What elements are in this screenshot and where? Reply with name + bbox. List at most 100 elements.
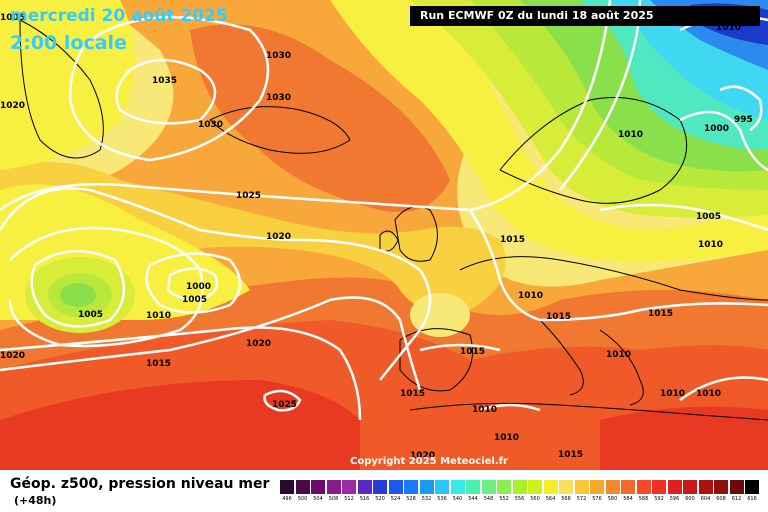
isobar-1025-b — [263, 389, 302, 412]
pressure-label: 995 — [734, 115, 753, 125]
italy-coast — [539, 319, 584, 396]
pressure-label: 1010 — [472, 405, 497, 415]
legend-swatch — [574, 480, 589, 494]
legend-swatch — [466, 480, 480, 494]
pressure-label: 1010 — [494, 433, 519, 443]
legend-label: 604 — [700, 496, 711, 502]
legend-label: 560 — [530, 496, 540, 502]
legend-label: 608 — [716, 496, 726, 502]
pressure-label: 1015 — [400, 389, 425, 399]
pressure-label: 1005 — [696, 212, 721, 222]
run-label: Run ECMWF 0Z du lundi 18 août 2025 — [410, 6, 760, 26]
legend-label: 512 — [344, 496, 354, 502]
legend-swatch — [636, 480, 651, 494]
isobar-1025 — [0, 0, 612, 212]
legend-swatch — [435, 480, 449, 494]
legend-swatch — [528, 480, 542, 494]
isobar-low-1005 — [30, 249, 126, 328]
forecast-time: 2:00 locale — [10, 32, 127, 54]
zone-red — [0, 380, 360, 470]
pressure-label: 1010 — [698, 240, 723, 250]
pressure-label: 1010 — [716, 23, 741, 33]
legend-swatch — [559, 480, 573, 494]
zone-biscay-yellow — [410, 293, 470, 337]
pressure-label: 1015 — [546, 312, 571, 322]
copyright-text: Copyright 2025 Meteociel.fr — [350, 456, 508, 467]
pressure-labels: 1035 1030 1030 1030 1020 1025 1020 1000 … — [0, 13, 753, 461]
legend-label: 516 — [359, 496, 370, 502]
pressure-label: 1000 — [186, 282, 211, 292]
balkans-coast — [599, 329, 644, 406]
isobar-1015-med — [419, 343, 501, 352]
pressure-label: 1000 — [704, 124, 729, 134]
legend-swatch — [388, 480, 403, 494]
scandinavia-coast — [499, 97, 688, 204]
pressure-label: 1015 — [500, 235, 525, 245]
pressure-label: 1010 — [660, 389, 685, 399]
pressure-label: 1025 — [236, 191, 261, 201]
legend-label: 540 — [452, 496, 463, 502]
map-title: Géop. z500, pression niveau mer — [10, 476, 270, 492]
zone-yellow-north — [0, 0, 135, 170]
isobar-1010-se — [679, 376, 768, 402]
pressure-label: 1010 — [146, 311, 171, 321]
legend-label: 552 — [499, 496, 509, 502]
legend-swatch — [342, 480, 356, 494]
legend-swatch — [295, 480, 310, 494]
legend-label: 504 — [313, 496, 323, 502]
isobar-1015-europe — [468, 209, 768, 322]
zone-red-east — [600, 406, 768, 470]
legend-swatch — [512, 480, 527, 494]
legend-label: 600 — [685, 496, 695, 502]
pressure-label: 1005 — [182, 295, 207, 305]
legend-label: 536 — [437, 496, 447, 502]
legend-swatch — [621, 480, 635, 494]
pressure-map-svg: 1035 1030 1030 1030 1020 1025 1020 1000 … — [0, 0, 768, 470]
legend-label: 572 — [576, 496, 587, 502]
legend-swatch — [683, 480, 697, 494]
pressure-label: 1015 — [146, 359, 171, 369]
legend-label: 544 — [468, 496, 478, 502]
isobar-1030 — [68, 15, 270, 162]
isobar-1000 — [166, 267, 219, 301]
legend-label: 568 — [561, 496, 571, 502]
legend-label: 564 — [545, 496, 556, 502]
legend-swatch — [714, 480, 728, 494]
legend-swatch — [326, 480, 341, 494]
pressure-label: 1030 — [266, 51, 291, 61]
legend-label: 528 — [406, 496, 416, 502]
pressure-label: 1020 — [246, 339, 271, 349]
legend-swatch — [667, 480, 682, 494]
coastlines — [19, 19, 768, 421]
legend-label: 508 — [328, 496, 339, 502]
forecast-date: mercredi 20 août 2025 — [10, 6, 228, 26]
legend-swatch — [311, 480, 325, 494]
pressure-label: 1010 — [518, 291, 543, 301]
legend-label: 584 — [623, 496, 633, 502]
isobar-995 — [719, 85, 763, 132]
africa-coast — [409, 402, 768, 421]
pressure-label: 1025 — [272, 400, 297, 410]
legend-label: 588 — [638, 496, 649, 502]
legend-label: 556 — [514, 496, 525, 502]
europe-north-coast — [459, 256, 768, 301]
iceland-coast — [209, 106, 351, 154]
isobar-1020 — [0, 187, 432, 381]
weather-map: 1035 1030 1030 1030 1020 1025 1020 1000 … — [0, 0, 768, 470]
legend-swatch — [404, 480, 418, 494]
isobar-1035 — [115, 58, 217, 125]
greenland-coast — [19, 19, 104, 159]
legend-label: 520 — [375, 496, 385, 502]
legend-swatch — [419, 480, 434, 494]
legend-swatch — [373, 480, 387, 494]
legend-label: 500 — [297, 496, 308, 502]
pressure-label: 1015 — [558, 450, 583, 460]
zone-low-core — [60, 283, 96, 307]
legend-swatch — [729, 480, 744, 494]
legend-label: 524 — [390, 496, 401, 502]
pressure-label: 1005 — [0, 13, 25, 23]
pressure-label: 1020 — [0, 351, 25, 361]
legend-swatch — [481, 480, 496, 494]
legend-swatch — [497, 480, 511, 494]
isobar-1010-north — [559, 0, 642, 191]
